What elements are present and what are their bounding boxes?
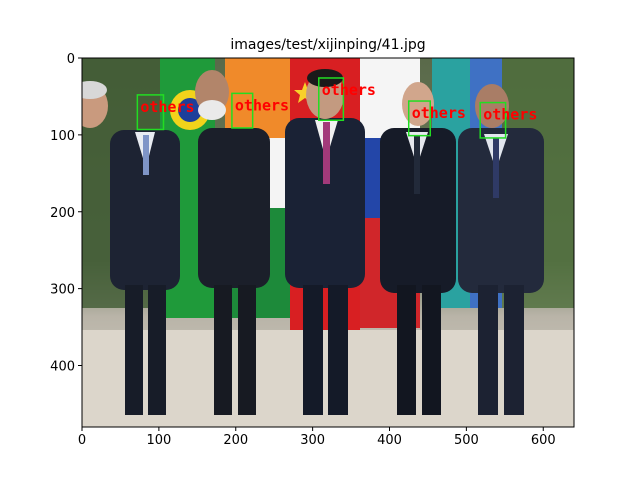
x-tick-label: 500 [454, 433, 479, 448]
detection-label: others [412, 104, 466, 122]
x-tick-label: 100 [146, 433, 171, 448]
detection-box [136, 94, 165, 131]
x-tick-label: 400 [377, 433, 402, 448]
people [82, 69, 544, 415]
person-1 [82, 81, 180, 415]
detection-box [479, 101, 507, 139]
chart-title: images/test/xijinping/41.jpg [230, 37, 425, 53]
x-axis: 0 100 200 300 400 500 600 [78, 427, 556, 448]
axes-frame [81, 57, 575, 428]
x-tick-label: 200 [223, 433, 248, 448]
y-tick-label: 0 [67, 52, 75, 67]
person-3 [285, 69, 365, 415]
detection-box [318, 77, 345, 122]
y-axis: 0 100 200 300 400 [50, 52, 82, 375]
detection-box [407, 100, 431, 137]
y-tick-label: 400 [50, 360, 75, 375]
detection-label: others [140, 98, 194, 116]
person-4 [380, 82, 456, 415]
y-tick-label: 100 [50, 129, 75, 144]
detection-label: others [322, 81, 376, 99]
person-2 [195, 70, 270, 415]
y-tick-label: 200 [50, 206, 75, 221]
detection-label: others [235, 96, 289, 114]
person-5 [458, 84, 544, 415]
x-tick-label: 300 [300, 433, 325, 448]
x-tick-label: 0 [78, 433, 86, 448]
photo [82, 58, 574, 427]
detection-label: others [483, 106, 537, 124]
detection-box [231, 92, 254, 129]
detections: others others others others others [136, 77, 537, 139]
x-tick-label: 600 [531, 433, 556, 448]
y-tick-label: 300 [50, 283, 75, 298]
